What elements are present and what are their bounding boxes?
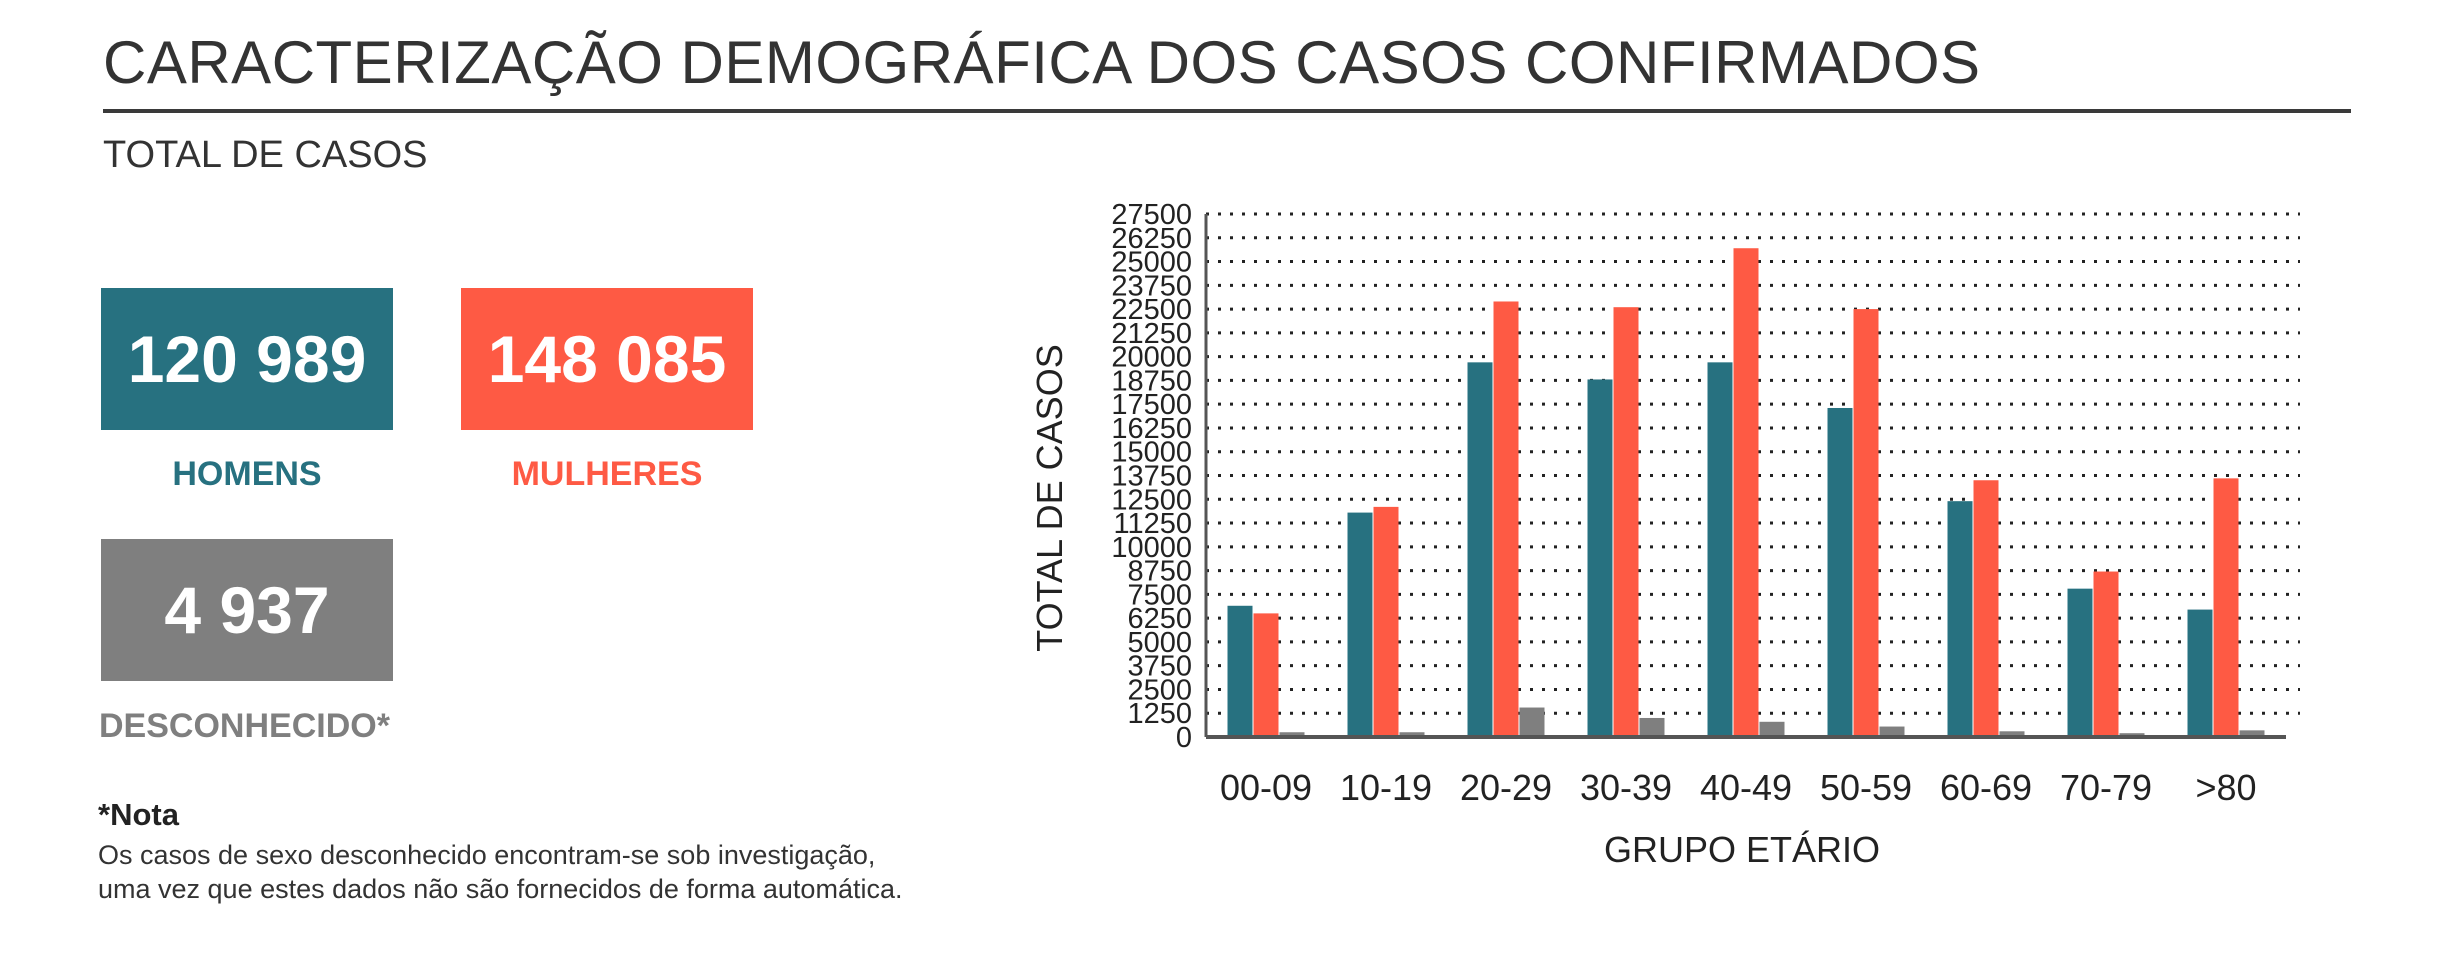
women-total-value: 148 085 — [487, 322, 727, 396]
x-tick-label: 20-29 — [1460, 767, 1552, 808]
bar — [1467, 362, 1493, 737]
x-axis-label: GRUPO ETÁRIO — [1604, 829, 1880, 870]
bar — [1253, 613, 1279, 737]
bar — [1279, 732, 1305, 737]
y-tick-label: 8750 — [1127, 556, 1192, 588]
y-tick-label: 25000 — [1111, 247, 1192, 279]
bar — [1347, 512, 1373, 737]
y-tick-label: 7500 — [1127, 579, 1192, 611]
bar — [1827, 407, 1853, 737]
y-tick-label: 11250 — [1114, 508, 1193, 540]
bar — [2187, 609, 2213, 737]
x-tick-label: 50-59 — [1820, 767, 1912, 808]
unknown-total-value: 4 937 — [164, 573, 330, 647]
section-subtitle: TOTAL DE CASOS — [103, 134, 428, 176]
y-tick-label: 2500 — [1127, 674, 1192, 706]
bar — [1373, 506, 1399, 737]
y-tick-label: 20000 — [1111, 342, 1192, 374]
bar — [1973, 480, 1999, 737]
bar — [2093, 571, 2119, 737]
title-divider — [103, 109, 2351, 113]
y-tick-label: 16250 — [1111, 413, 1192, 445]
bar — [2239, 730, 2265, 737]
y-tick-label: 18750 — [1111, 365, 1192, 397]
x-tick-label: 30-39 — [1580, 767, 1672, 808]
x-tick-label: 00-09 — [1220, 767, 1312, 808]
x-tick-label: 70-79 — [2060, 767, 2152, 808]
x-tick-label: >80 — [2195, 767, 2256, 808]
y-tick-label: 10000 — [1111, 532, 1192, 564]
bar — [2213, 478, 2239, 737]
men-total-value: 120 989 — [127, 322, 367, 396]
women-label: MULHERES — [511, 455, 703, 493]
y-tick-label: 6250 — [1127, 603, 1192, 635]
y-tick-label: 1250 — [1127, 698, 1192, 730]
chart-bars — [1227, 248, 2265, 737]
note-title: *Nota — [98, 797, 179, 832]
y-axis-label: TOTAL DE CASOS — [1029, 344, 1070, 651]
bar — [2067, 588, 2093, 737]
men-label: HOMENS — [172, 455, 322, 493]
bar — [1493, 301, 1519, 737]
unknown-label: DESCONHECIDO* — [99, 707, 390, 745]
bar — [1947, 501, 1973, 737]
x-tick-labels: 00-09 10-19 20-29 30-39 40-49 50-59 60-69 70-79… — [1220, 767, 2257, 808]
x-tick-label: 10-19 — [1340, 767, 1432, 808]
y-tick-label: 21250 — [1111, 318, 1192, 350]
y-tick-label: 12500 — [1111, 484, 1192, 516]
y-tick-label: 17500 — [1111, 389, 1192, 421]
y-tick-label: 0 — [1176, 722, 1192, 754]
y-tick-label: 23750 — [1111, 270, 1192, 302]
bar — [1999, 731, 2025, 737]
bar — [1707, 362, 1733, 737]
unknown-total-box: 4 937 — [101, 539, 393, 681]
page-title: CARACTERIZAÇÃO DEMOGRÁFICA DOS CASOS CON… — [103, 29, 1981, 96]
bar — [1639, 717, 1665, 737]
y-tick-label: 22500 — [1111, 294, 1192, 326]
bar — [1587, 379, 1613, 737]
x-tick-label: 60-69 — [1940, 767, 2032, 808]
bar — [1879, 726, 1905, 737]
bar — [1613, 307, 1639, 737]
y-tick-label: 13750 — [1111, 461, 1192, 493]
bar — [1227, 605, 1253, 737]
y-tick-label: 26250 — [1111, 223, 1192, 255]
y-tick-label: 3750 — [1127, 651, 1192, 683]
men-total-box: 120 989 — [101, 288, 393, 430]
bar — [1519, 707, 1545, 737]
chart-axes — [1204, 214, 2286, 739]
note-line-2: uma vez que estes dados não são fornecid… — [98, 874, 903, 904]
bar — [1399, 732, 1425, 737]
y-tick-label: 27500 — [1111, 199, 1192, 231]
x-tick-label: 40-49 — [1700, 767, 1792, 808]
y-tick-labels: 0125025003750500062507500875010000112501… — [1111, 199, 1192, 754]
y-tick-label: 15000 — [1111, 437, 1192, 469]
bar — [1853, 309, 1879, 737]
bar — [1733, 248, 1759, 737]
bar — [1759, 721, 1785, 737]
women-total-box: 148 085 — [461, 288, 753, 430]
note-line-1: Os casos de sexo desconhecido encontram-… — [98, 840, 876, 870]
y-tick-label: 5000 — [1127, 627, 1192, 659]
